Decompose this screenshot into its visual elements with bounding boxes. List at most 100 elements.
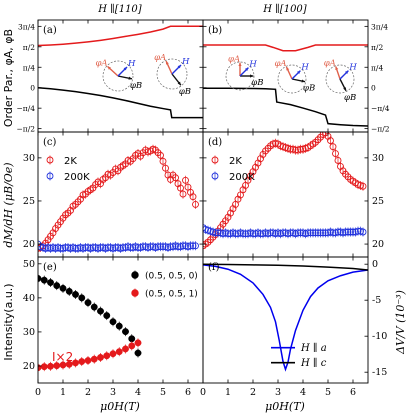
y-tick-label: 3π/4 xyxy=(18,22,35,31)
label-h: H xyxy=(348,63,357,73)
x-tick-label: 4 xyxy=(300,387,306,398)
y-tick-label: −π/4 xyxy=(371,104,390,113)
y-tick-label: 3π/4 xyxy=(371,22,388,31)
data-point xyxy=(203,242,207,250)
inset-circle xyxy=(102,60,134,92)
series-line-1 xyxy=(38,86,203,119)
label-phi-a: φA xyxy=(95,58,107,68)
y-tick-label: 40 xyxy=(23,293,35,304)
field-arrow-head xyxy=(177,64,182,69)
panel-label: (d) xyxy=(208,137,222,148)
annotation-ix2: I×2 xyxy=(52,350,73,364)
y-tick-label: 30 xyxy=(372,153,384,164)
y-tick-label: π/4 xyxy=(371,63,383,72)
series-line-0 xyxy=(203,264,368,372)
y-tick-label: −π/2 xyxy=(371,125,390,134)
spin-inset: φA HφB xyxy=(274,59,315,94)
spin-b-arrow-head xyxy=(343,87,347,91)
spin-inset: φA HφB xyxy=(95,58,142,92)
plot-area xyxy=(38,273,142,373)
field-arrow-head xyxy=(245,67,249,71)
data-point xyxy=(38,275,42,282)
x-tick-label: 0 xyxy=(200,387,206,398)
spin-b-arrow-head xyxy=(177,81,181,86)
y-tick-label: −π/4 xyxy=(16,104,35,113)
y-tick-label: -10 xyxy=(372,331,387,342)
label-phi-a: φA xyxy=(274,59,286,69)
label-h: H xyxy=(181,57,190,67)
y-tick-label: π/2 xyxy=(23,43,35,52)
axes-frame xyxy=(202,256,369,384)
panel-label: (a) xyxy=(43,25,57,36)
spin-b-arrow-head xyxy=(128,76,132,80)
legend-label: (0.5, 0.5, 0) xyxy=(145,272,198,282)
title-b: H ∥[100] xyxy=(262,3,307,15)
inset-circle xyxy=(156,58,188,90)
title-a: H ∥[110] xyxy=(97,3,142,15)
inset-circle xyxy=(225,61,255,91)
label-phi-a: φA xyxy=(228,55,240,65)
field-arrow-head xyxy=(123,66,128,71)
spin-inset: φA HφB xyxy=(225,55,264,91)
x-tick-label: 1 xyxy=(60,387,66,398)
y-tick-label: π/2 xyxy=(371,43,383,52)
spin-a-arrow-head xyxy=(335,66,339,70)
panel-label: (f) xyxy=(208,262,220,273)
y-tick-label: 0 xyxy=(30,84,35,93)
x-tick-label: 2 xyxy=(250,387,256,398)
x-tick-label: 1 xyxy=(225,387,231,398)
spin-inset: φA HφB xyxy=(324,58,358,102)
series-line-0 xyxy=(38,25,203,47)
y-tick-label: 25 xyxy=(372,196,384,207)
legend-label: 2K xyxy=(64,156,77,167)
field-arrow-head xyxy=(345,70,349,74)
y-tick-label: -5 xyxy=(372,295,381,306)
label-phi-a: φA xyxy=(324,58,336,68)
label-phi-a: φA xyxy=(154,53,166,63)
x-tick-label: 0 xyxy=(35,387,41,398)
label-h: H xyxy=(248,60,257,70)
panel-b: (b) xyxy=(202,19,369,133)
plot-area xyxy=(203,263,368,372)
series-line-1 xyxy=(203,87,368,127)
ylabel-f: ΔV/V (10⁻³) xyxy=(394,290,407,355)
ylabel-a: Order Par., φA, φB xyxy=(2,29,15,127)
x-tick-label: 6 xyxy=(350,387,356,398)
field-arrow-head xyxy=(297,70,301,74)
series-line-0 xyxy=(203,44,368,52)
x-tick-label: 3 xyxy=(275,387,281,398)
plot-area xyxy=(203,44,368,127)
y-tick-label: 0 xyxy=(372,259,378,270)
y-tick-label: −π/2 xyxy=(16,125,35,134)
spin-a-arrow-head xyxy=(238,62,242,66)
panel-f: (f) xyxy=(202,256,369,384)
legend-label: H ∥ a xyxy=(300,342,327,354)
label-phi-b: φB xyxy=(303,84,315,94)
x-tick-label: 5 xyxy=(325,387,331,398)
spin-a-arrow-head xyxy=(165,61,169,65)
ylabel-e: Intensity(a.u.) xyxy=(2,283,15,360)
legend-label: (0.5, 0.5, 1) xyxy=(145,290,198,300)
xlabel-f: μ0H(T) xyxy=(265,400,305,413)
label-h: H xyxy=(127,59,136,69)
x-tick-label: 2 xyxy=(85,387,91,398)
spin-b-arrow-head xyxy=(250,74,254,78)
x-tick-label: 5 xyxy=(160,387,166,398)
spin-a-arrow-head xyxy=(286,66,290,71)
label-phi-b: φB xyxy=(179,87,191,97)
y-tick-label: 20 xyxy=(372,239,384,250)
y-tick-label: -15 xyxy=(372,367,387,378)
y-tick-label: π/4 xyxy=(23,63,35,72)
y-tick-label: 30 xyxy=(23,153,35,164)
plot-area xyxy=(38,144,199,253)
panel-label: (c) xyxy=(43,137,57,148)
label-h: H xyxy=(300,63,309,73)
legend-label: H ∥ c xyxy=(300,357,327,369)
panel-d: (d) xyxy=(202,131,369,258)
inset-circle xyxy=(277,64,307,94)
y-tick-label: 20 xyxy=(23,361,35,372)
panel-c: (c) xyxy=(37,131,204,258)
panel-label: (e) xyxy=(43,262,57,273)
legend-label: 2K xyxy=(229,156,242,167)
